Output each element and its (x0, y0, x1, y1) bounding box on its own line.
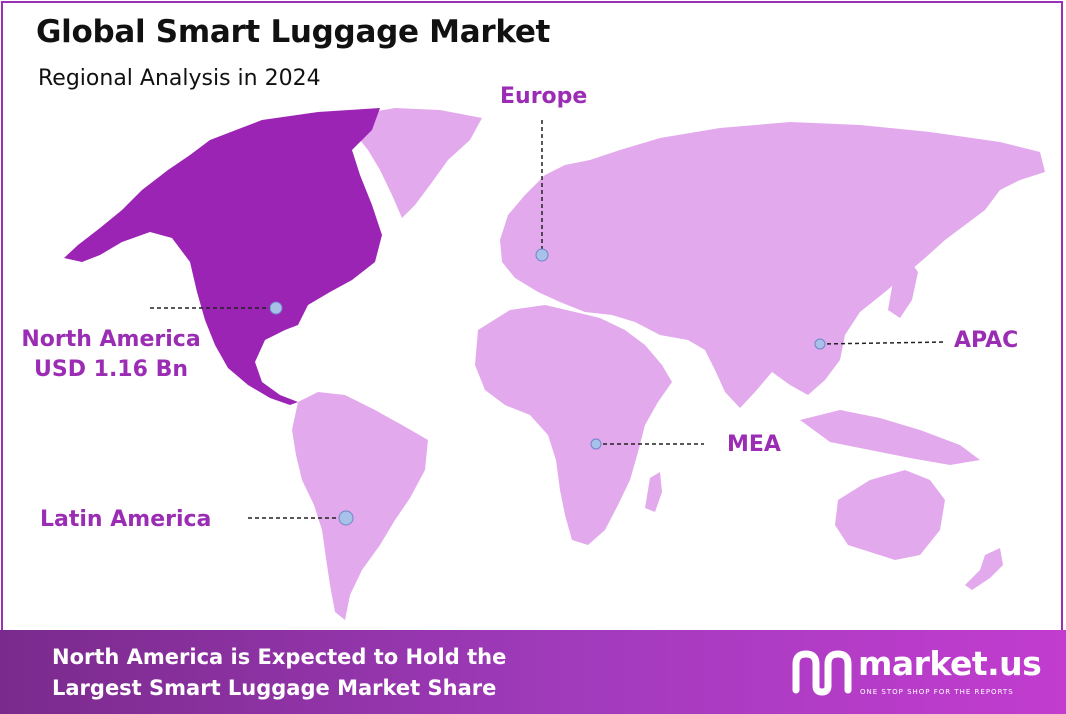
apac-marker (814, 338, 826, 350)
north-america-value: USD 1.16 Bn (34, 357, 188, 382)
southeast-asia-shape (800, 410, 980, 465)
page-title: Global Smart Luggage Market (36, 14, 551, 50)
japan-shape (888, 258, 918, 318)
brand-tagline: ONE STOP SHOP FOR THE REPORTS (860, 688, 1014, 696)
mea-marker (590, 438, 602, 450)
north-america-marker (269, 301, 283, 315)
apac-leader (819, 341, 947, 345)
europe-label: Europe (500, 84, 588, 109)
mea-label: MEA (727, 432, 781, 457)
footer-line-2: Largest Smart Luggage Market Share (52, 676, 497, 700)
north-america-shape (64, 108, 382, 405)
brand-logo: market.us ONE STOP SHOP FOR THE REPORTS (790, 644, 1042, 704)
australia-shape (835, 470, 945, 560)
footer-text: North America is Expected to Hold the La… (52, 642, 506, 704)
world-map (64, 108, 1045, 620)
greenland-shape (352, 108, 482, 218)
footer-banner: North America is Expected to Hold the La… (0, 630, 1066, 714)
footer-line-1: North America is Expected to Hold the (52, 645, 507, 669)
africa-shape (475, 305, 672, 545)
market-us-logo-icon (792, 650, 852, 696)
latin-america-marker (338, 510, 354, 526)
north-america-label: North America USD 1.16 Bn (16, 325, 206, 385)
madagascar-shape (645, 472, 662, 512)
north-america-name: North America (21, 327, 201, 352)
page-subtitle: Regional Analysis in 2024 (38, 66, 321, 91)
eurasia-shape (500, 122, 1045, 408)
apac-label: APAC (954, 328, 1019, 353)
latin-america-label: Latin America (40, 507, 212, 532)
europe-marker (535, 248, 549, 262)
new-zealand-shape (965, 548, 1003, 590)
latin-america-shape (292, 392, 428, 620)
brand-name: market.us (858, 644, 1042, 683)
